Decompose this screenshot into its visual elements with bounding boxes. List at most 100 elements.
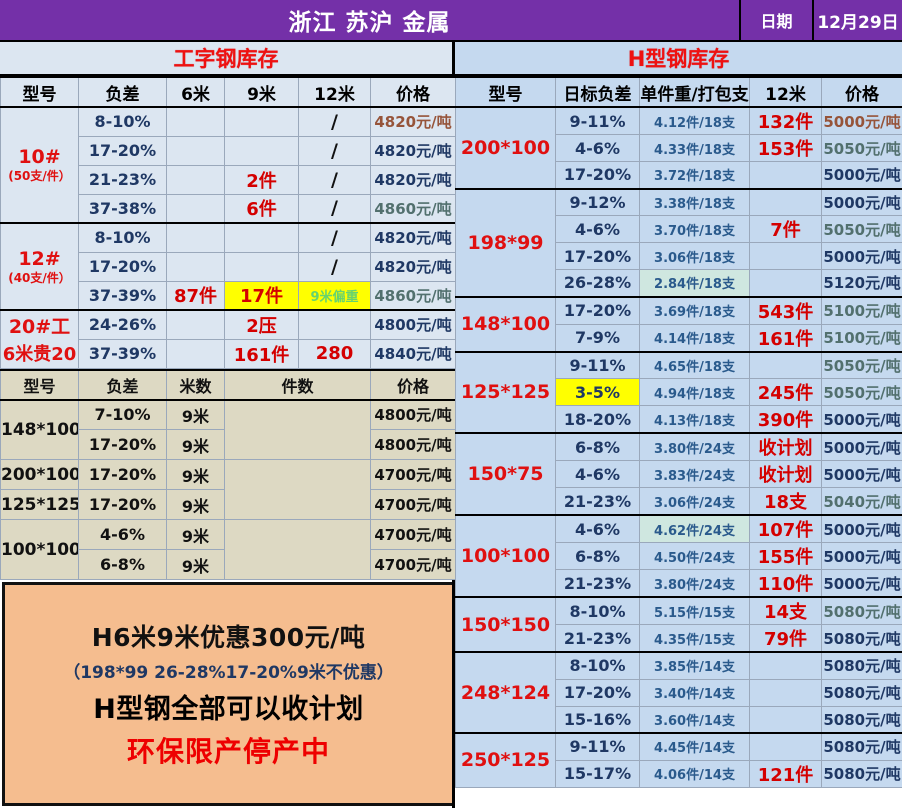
table-row: 125*125 17-20% 9米 4700元/吨: [0, 489, 456, 520]
negative-tolerance-cell: 17-20%: [555, 678, 640, 707]
qty-12m-cell: /: [298, 164, 371, 195]
promo-line-2: （198*99 26-28%17-20%9米不优惠）: [63, 663, 394, 683]
qty-12m-cell: [749, 161, 822, 189]
price-cell: 5080元/吨: [821, 596, 902, 625]
qty-9m-cell: 2件: [224, 164, 299, 195]
table-row: 17-20% 3.40件/14支 5080元/吨: [456, 678, 902, 707]
table-row: 17-20% /4820元/吨: [1, 251, 456, 282]
unit-weight-cell: 3.06件/24支: [639, 487, 750, 516]
price-cell: 4820元/吨: [370, 222, 456, 253]
qty-12m-cell: 收计划: [749, 432, 822, 461]
price-cell: 4700元/吨: [370, 489, 456, 520]
negative-tolerance-cell: 9-11%: [555, 350, 640, 379]
promo-line-3: H型钢全部可以收计划: [93, 694, 364, 725]
unit-weight-cell: 4.62件/24支: [639, 514, 750, 543]
qty-12m-cell: [749, 651, 822, 680]
price-cell: 5000元/吨: [821, 514, 902, 543]
negative-tolerance-cell: 9-11%: [555, 732, 640, 761]
qty-12m-cell: 9米偏重: [298, 280, 371, 311]
table-row: 250*125 9-11% 4.45件/14支 5080元/吨: [455, 732, 902, 788]
qty-12m-cell: [749, 678, 822, 707]
model-cell: 200*100: [0, 459, 79, 490]
pieces-cell: [224, 519, 371, 580]
negative-tolerance-cell: 17-20%: [555, 295, 640, 325]
h-beam-col-header: 日标负差: [555, 76, 640, 108]
i-beam-sub-header-row: 型号 负差 米数 件数 价格: [0, 368, 456, 401]
price-cell: 5050元/吨: [821, 378, 902, 406]
negative-tolerance-cell: 21-23%: [78, 164, 167, 195]
i-beam-col-header: 9米: [224, 76, 299, 108]
negative-tolerance-cell: 17-20%: [555, 242, 640, 270]
h-beam-col-header: 价格: [821, 76, 902, 108]
length-cell: 9米: [166, 459, 225, 490]
qty-12m-cell: [298, 309, 371, 340]
qty-12m-cell: /: [298, 222, 371, 253]
price-cell: 5000元/吨: [821, 569, 902, 598]
table-row: 18-20% 4.13件/18支 390件 5000元/吨: [456, 405, 902, 434]
qty-6m-cell: [166, 135, 225, 166]
price-cell: 4800元/吨: [370, 429, 456, 460]
unit-weight-cell: 3.80件/24支: [639, 432, 750, 461]
table-row: 148*100 17-20% 3.69件/18支 543件 5100元/吨: [455, 295, 902, 352]
price-cell: 5080元/吨: [821, 759, 902, 788]
negative-tolerance-cell: 15-17%: [555, 759, 640, 788]
promo-line-1: H6米9米优惠300元/吨: [91, 623, 366, 652]
negative-tolerance-cell: 8-10%: [78, 222, 167, 253]
negative-tolerance-cell: 37-39%: [78, 280, 167, 311]
qty-12m-cell: 161件: [749, 323, 822, 352]
i-beam-sub-col-header: 型号: [0, 368, 79, 401]
unit-weight-cell: 3.60件/14支: [639, 705, 750, 734]
unit-weight-cell: 3.69件/18支: [639, 295, 750, 325]
qty-6m-cell: 87件: [166, 280, 225, 311]
price-cell: 4800元/吨: [370, 309, 456, 340]
i-beam-col-header: 价格: [370, 76, 456, 108]
h-beam-section-title: H型钢库存: [455, 42, 902, 76]
h-beam-col-header: 单件重/打包支: [639, 76, 750, 108]
model-cell: 100*100: [0, 519, 79, 580]
qty-6m-cell: [166, 106, 225, 137]
negative-tolerance-cell: 17-20%: [78, 489, 167, 520]
qty-12m-cell: /: [298, 251, 371, 282]
negative-tolerance-cell: 37-39%: [78, 338, 167, 369]
negative-tolerance-cell: 4-6%: [555, 134, 640, 162]
unit-weight-cell: 4.12件/18支: [639, 106, 750, 135]
length-cell: 9米: [166, 399, 225, 430]
negative-tolerance-cell: 4-6%: [555, 215, 640, 243]
price-cell: 5000元/吨: [821, 405, 902, 434]
qty-9m-cell: 6件: [224, 193, 299, 224]
unit-weight-cell: 4.14件/18支: [639, 323, 750, 352]
qty-6m-cell: [166, 309, 225, 340]
price-cell: 4820元/吨: [370, 135, 456, 166]
qty-12m-cell: [749, 242, 822, 270]
negative-tolerance-cell: 3-5%: [555, 378, 640, 406]
model-cell: 148*100: [0, 399, 79, 460]
qty-12m-cell: /: [298, 106, 371, 137]
qty-9m-cell: [224, 106, 299, 137]
price-cell: 5080元/吨: [821, 678, 902, 707]
price-cell: 5050元/吨: [821, 134, 902, 162]
table-row: 125*125 9-11% 4.65件/18支 5050元/吨: [455, 350, 902, 434]
negative-tolerance-cell: 6-8%: [555, 542, 640, 570]
negative-tolerance-cell: 17-20%: [78, 135, 167, 166]
unit-weight-cell: 3.85件/14支: [639, 651, 750, 680]
table-row: 10# (50支/件） 8-10%/4820元/吨: [0, 106, 456, 224]
price-cell: 5000元/吨: [821, 242, 902, 270]
h-beam-header-row: 型号 日标负差 单件重/打包支 12米 价格: [455, 76, 902, 108]
i-beam-panel: 工字钢库存 型号 负差 6米 9米 12米 价格 10# (50支/件） 8-10%/4820…: [0, 42, 456, 808]
price-cell: 4820元/吨: [370, 164, 456, 195]
price-cell: 5080元/吨: [821, 651, 902, 680]
qty-12m-cell: /: [298, 193, 371, 224]
model-cell: 148*100: [455, 295, 556, 352]
qty-12m-cell: [749, 350, 822, 379]
price-cell: 5000元/吨: [821, 161, 902, 189]
i-beam-sub-col-header: 价格: [370, 368, 456, 401]
negative-tolerance-cell: 17-20%: [78, 459, 167, 490]
price-cell: 5040元/吨: [821, 487, 902, 516]
unit-weight-cell: 5.15件/15支: [639, 596, 750, 625]
price-cell: 5000元/吨: [821, 106, 902, 135]
price-cell: 4700元/吨: [370, 549, 456, 580]
unit-weight-cell: 3.72件/18支: [639, 161, 750, 189]
unit-weight-cell: 4.45件/14支: [639, 732, 750, 761]
unit-weight-cell: 3.83件/24支: [639, 460, 750, 488]
table-row: 198*99 9-12% 3.38件/18支 5000元/吨: [455, 187, 902, 297]
